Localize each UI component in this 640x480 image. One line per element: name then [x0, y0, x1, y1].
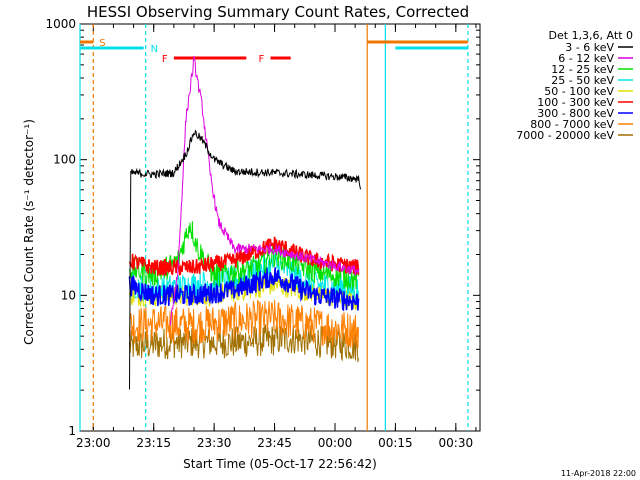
legend-label: 3 - 6 keV	[565, 41, 614, 54]
series-line	[128, 236, 360, 277]
legend-label: 300 - 800 keV	[537, 107, 614, 120]
series-line	[129, 129, 362, 390]
x-tick-label: 23:15	[136, 436, 171, 450]
x-tick-label: 00:00	[318, 436, 353, 450]
legend-header: Det 1,3,6, Att 0	[549, 29, 633, 42]
y-tick-label: 10	[61, 288, 76, 302]
footer-date: 11-Apr-2018 22:00	[561, 469, 636, 478]
legend-label: 6 - 12 keV	[558, 52, 614, 65]
series-line	[129, 221, 359, 290]
series-line	[129, 299, 359, 349]
y-tick-label: 100	[53, 153, 76, 167]
legend-label: 12 - 25 keV	[551, 63, 614, 76]
y-tick-label: 1000	[45, 17, 76, 31]
flag-label: N	[151, 44, 158, 55]
flag-label: S	[99, 38, 105, 49]
x-tick-label: 23:30	[197, 436, 232, 450]
series-line	[169, 56, 360, 326]
flag-label: F	[259, 54, 265, 65]
x-tick-label: 23:45	[257, 436, 292, 450]
series-line	[128, 267, 360, 312]
x-axis-label: Start Time (05-Oct-17 22:56:42)	[183, 457, 377, 471]
legend-label: 100 - 300 keV	[537, 96, 614, 109]
legend-label: 800 - 7000 keV	[530, 118, 614, 131]
x-tick-label: 00:30	[439, 436, 474, 450]
legend-label: 7000 - 20000 keV	[516, 129, 614, 142]
y-tick-label: 1	[68, 424, 76, 438]
legend-label: 25 - 50 keV	[551, 74, 614, 87]
legend-label: 50 - 100 keV	[544, 85, 614, 98]
plot-frame	[79, 23, 481, 432]
x-tick-label: 23:00	[76, 436, 111, 450]
flag-label: F	[162, 54, 168, 65]
plot-area: 1 10 100 1000 23:00 23:15 23:30 23:45 00:00 00:15…	[45, 17, 481, 450]
series-line	[129, 323, 359, 363]
chart-title: HESSI Observing Summary Count Rates, Cor…	[87, 3, 469, 21]
y-axis-label: Corrected Count Rate (s⁻¹ detector⁻¹)	[22, 119, 36, 345]
x-tick-label: 00:15	[378, 436, 413, 450]
